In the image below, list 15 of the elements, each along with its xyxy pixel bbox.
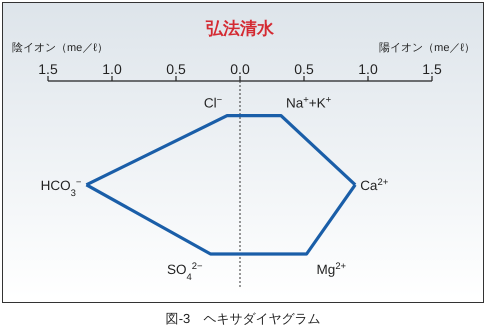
x-axis-title: 陰イオン（me／ℓ） bbox=[12, 42, 108, 54]
text: 図-3 ヘキサダイヤグラム bbox=[166, 311, 320, 326]
x-tick-label: 0.5 bbox=[166, 61, 186, 77]
chart-title: 弘法清水 bbox=[205, 19, 275, 38]
x-tick-label: 0.0 bbox=[230, 61, 250, 77]
annotation: Mg$^{2+}$ bbox=[316, 260, 347, 277]
annotation: Ca$^{2+}$ bbox=[360, 176, 389, 193]
x-tick-label: 1.0 bbox=[358, 61, 378, 77]
text: 陽イオン（me／ℓ） bbox=[379, 42, 475, 54]
x-tick-label: 0.5 bbox=[294, 61, 314, 77]
x-tick-label: 1.5 bbox=[422, 61, 442, 77]
annotation: Cl$^{−}$ bbox=[204, 94, 223, 111]
x-tick-label: 1.0 bbox=[102, 61, 122, 77]
annotation: Na$^{+}$+K$^{+}$ bbox=[286, 94, 332, 111]
x-tick-label: 1.5 bbox=[38, 61, 58, 77]
